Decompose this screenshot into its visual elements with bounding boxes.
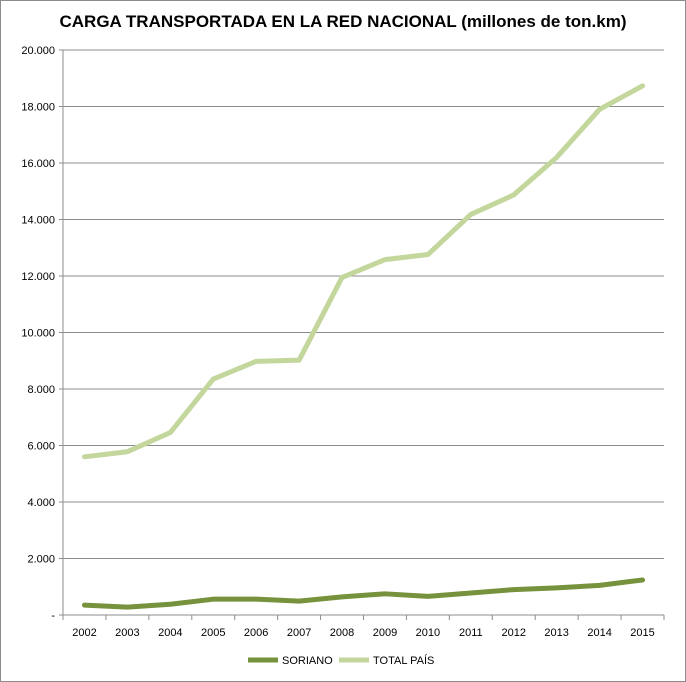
x-tick-label: 2006 xyxy=(244,627,268,639)
x-tick-label: 2013 xyxy=(544,627,568,639)
x-tick-label: 2014 xyxy=(587,627,611,639)
x-tick-label: 2012 xyxy=(502,627,526,639)
y-tick-label: 8.000 xyxy=(27,384,55,396)
gridlines xyxy=(63,49,664,616)
y-axis-ticks: - 2.000 4.000 6.000 8.000 10.000 12.000 14.000 1… xyxy=(21,45,64,622)
series-line-total-pais xyxy=(81,83,646,460)
series-line-soriano xyxy=(81,577,646,610)
series-lines xyxy=(81,83,646,610)
legend-label-total-pais: TOTAL PAÍS xyxy=(373,654,434,667)
x-tick-label: 2003 xyxy=(115,627,139,639)
y-tick-label: 12.000 xyxy=(21,271,55,283)
x-tick-label: 2010 xyxy=(416,627,440,639)
x-tick-label: 2009 xyxy=(373,627,397,639)
x-tick-label: 2008 xyxy=(330,627,354,639)
x-axis-ticks: 2002 2003 2004 2005 2006 2007 2008 2009 2010 2011… xyxy=(62,615,665,639)
y-tick-label: 4.000 xyxy=(27,497,55,509)
y-tick-label: 6.000 xyxy=(27,441,55,453)
x-tick-label: 2015 xyxy=(630,627,654,639)
y-tick-label: 2.000 xyxy=(27,554,55,566)
x-tick-label: 2002 xyxy=(72,627,96,639)
y-tick-label: - xyxy=(51,610,55,622)
x-tick-label: 2005 xyxy=(201,627,225,639)
y-tick-label: 14.000 xyxy=(21,215,55,227)
y-tick-label: 10.000 xyxy=(21,328,55,340)
x-tick-label: 2011 xyxy=(459,627,483,639)
legend: SORIANO TOTAL PAÍS xyxy=(248,654,434,667)
y-tick-label: 20.000 xyxy=(21,45,55,57)
x-tick-label: 2004 xyxy=(158,627,182,639)
chart-title: CARGA TRANSPORTADA EN LA RED NACIONAL (m… xyxy=(59,12,627,31)
x-tick-label: 2007 xyxy=(287,627,311,639)
legend-label-soriano: SORIANO xyxy=(282,655,333,667)
y-tick-label: 18.000 xyxy=(21,102,55,114)
y-tick-label: 16.000 xyxy=(21,158,55,170)
